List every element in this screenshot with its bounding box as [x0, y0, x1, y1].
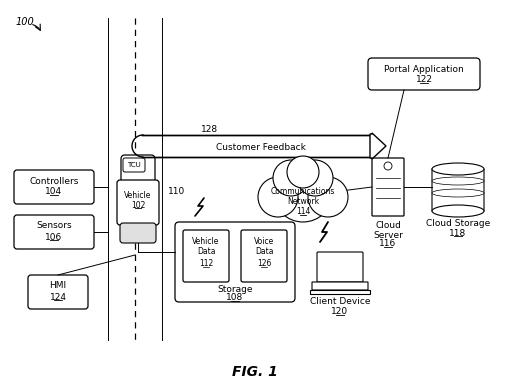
- FancyBboxPatch shape: [312, 282, 368, 290]
- FancyBboxPatch shape: [368, 58, 480, 90]
- Text: 128: 128: [201, 126, 218, 134]
- Ellipse shape: [432, 205, 484, 217]
- Text: Cloud: Cloud: [375, 222, 401, 230]
- Text: HMI: HMI: [49, 281, 67, 291]
- FancyBboxPatch shape: [372, 158, 404, 216]
- FancyBboxPatch shape: [121, 155, 155, 183]
- FancyBboxPatch shape: [432, 169, 484, 211]
- Text: 120: 120: [331, 308, 348, 316]
- Text: Network: Network: [287, 197, 319, 207]
- Ellipse shape: [432, 177, 484, 185]
- Text: 104: 104: [45, 187, 62, 197]
- Text: 124: 124: [49, 293, 67, 301]
- FancyBboxPatch shape: [28, 275, 88, 309]
- Text: Customer Feedback: Customer Feedback: [216, 142, 306, 152]
- FancyBboxPatch shape: [317, 252, 363, 282]
- Text: Controllers: Controllers: [29, 177, 79, 185]
- FancyBboxPatch shape: [175, 222, 295, 302]
- Text: 108: 108: [226, 293, 244, 303]
- FancyBboxPatch shape: [117, 180, 159, 225]
- FancyBboxPatch shape: [310, 290, 370, 294]
- Text: FIG. 1: FIG. 1: [232, 365, 278, 379]
- FancyBboxPatch shape: [123, 158, 145, 172]
- Text: 102: 102: [131, 200, 145, 210]
- Text: TCU: TCU: [127, 162, 141, 168]
- Text: 116: 116: [380, 240, 397, 248]
- Text: Storage: Storage: [217, 285, 253, 293]
- Text: Sensors: Sensors: [36, 222, 72, 230]
- FancyBboxPatch shape: [14, 170, 94, 204]
- Text: 112: 112: [199, 258, 213, 268]
- Text: Portal Application: Portal Application: [384, 65, 464, 73]
- Text: 110: 110: [168, 187, 185, 197]
- FancyArrow shape: [370, 133, 386, 159]
- Text: 118: 118: [449, 228, 466, 237]
- FancyBboxPatch shape: [120, 223, 156, 243]
- FancyBboxPatch shape: [14, 215, 94, 249]
- Ellipse shape: [432, 189, 484, 197]
- Text: 122: 122: [415, 76, 433, 84]
- Text: Server: Server: [373, 230, 403, 240]
- Circle shape: [273, 160, 309, 196]
- Text: Vehicle: Vehicle: [124, 190, 152, 200]
- Text: 114: 114: [296, 207, 310, 217]
- Text: Communications: Communications: [271, 187, 335, 197]
- Circle shape: [384, 162, 392, 170]
- Text: Vehicle: Vehicle: [192, 237, 219, 245]
- Circle shape: [287, 156, 319, 188]
- Circle shape: [258, 177, 298, 217]
- Ellipse shape: [432, 163, 484, 175]
- Circle shape: [308, 177, 348, 217]
- Circle shape: [297, 160, 333, 196]
- FancyBboxPatch shape: [183, 230, 229, 282]
- Text: Data: Data: [197, 247, 215, 255]
- Text: Data: Data: [255, 247, 273, 255]
- Text: Cloud Storage: Cloud Storage: [426, 220, 490, 228]
- Text: 106: 106: [45, 232, 62, 242]
- Text: 126: 126: [257, 258, 271, 268]
- Text: 100: 100: [16, 17, 35, 27]
- FancyBboxPatch shape: [241, 230, 287, 282]
- Text: Client Device: Client Device: [310, 298, 370, 306]
- Circle shape: [273, 162, 333, 222]
- Text: Voice: Voice: [254, 237, 274, 245]
